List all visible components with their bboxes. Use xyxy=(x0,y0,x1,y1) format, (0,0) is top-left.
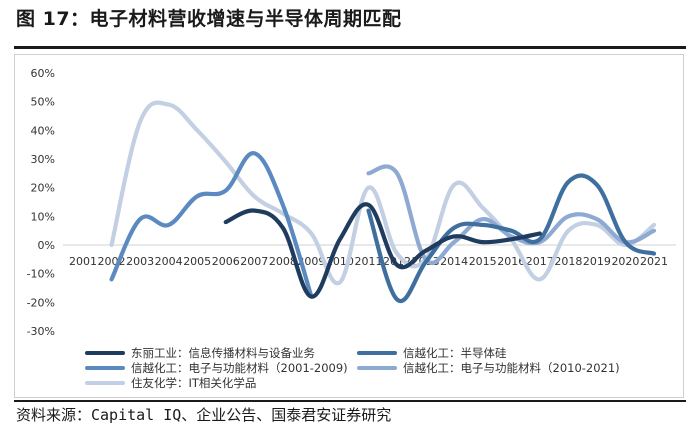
x-tick-label: 2015 xyxy=(469,255,497,268)
title-rule xyxy=(14,46,686,49)
chart-title: 图 17：电子材料营收增速与半导体周期匹配 xyxy=(16,8,402,30)
source-rule xyxy=(14,400,686,402)
y-tick-label: -30% xyxy=(27,325,55,338)
y-tick-label: 30% xyxy=(31,153,55,166)
series-line-3 xyxy=(109,151,314,299)
y-tick-label: -20% xyxy=(27,296,55,309)
x-tick-label: 2016 xyxy=(497,255,525,268)
legend-label: 信越化工：半导体硅 xyxy=(403,346,507,360)
y-axis-ticks: -30% -20% -10% 0% 10% 20% 30% 40% 50% 60% xyxy=(27,67,55,338)
legend: 东丽工业：信息传播材料与设备业务 信越化工：半导体硅信越化工：电子与功能材料（20… xyxy=(85,346,620,390)
x-tick-label: 2018 xyxy=(554,255,582,268)
x-tick-label: 2017 xyxy=(526,255,554,268)
x-tick-label: 2005 xyxy=(183,255,211,268)
legend-label: 住友化学：IT相关化学品 xyxy=(131,376,256,390)
y-tick-label: -10% xyxy=(27,268,55,281)
series-lines xyxy=(109,100,657,304)
y-tick-label: 60% xyxy=(31,67,55,80)
x-tick-label: 2019 xyxy=(583,255,611,268)
x-tick-label: 2007 xyxy=(240,255,268,268)
line-chart: -30%-20%-10%0%10%20%30%40%50%60% 2001 200… xyxy=(27,67,676,390)
x-tick-label: 2014 xyxy=(440,255,468,268)
y-tick-label: 20% xyxy=(31,182,55,195)
x-tick-label: 2009 xyxy=(297,255,325,268)
x-tick-label: 2020 xyxy=(611,255,639,268)
legend-label: 信越化工：电子与功能材料（2010-2021) xyxy=(403,361,620,375)
y-tick-label: 40% xyxy=(31,124,55,137)
x-tick-label: 2021 xyxy=(640,255,668,268)
y-tick-label: 10% xyxy=(31,210,55,223)
source-note: 资料来源：Capital IQ、企业公告、国泰君安证券研究 xyxy=(16,406,392,424)
x-tick-label: 2004 xyxy=(155,255,183,268)
x-axis-ticks: 2001 2002 2003 2004 2005 2006 2007 2008 2009 2010… xyxy=(69,255,668,268)
x-tick-label: 2001 xyxy=(69,255,97,268)
x-tick-label: 2008 xyxy=(269,255,297,268)
series-line-2 xyxy=(366,173,657,304)
x-tick-label: 2011 xyxy=(355,255,383,268)
y-tick-label: 50% xyxy=(31,96,55,109)
series-line-1 xyxy=(223,202,542,299)
series-line-5 xyxy=(109,100,657,286)
legend-label: 东丽工业：信息传播材料与设备业务 xyxy=(131,346,315,360)
y-tick-label: 0% xyxy=(38,239,55,252)
x-tick-label: 2003 xyxy=(126,255,154,268)
chart-frame: -30% -20% -10% 0% 10% 20% 30% 40% 50% 60% 2001 200… xyxy=(14,54,684,398)
series-line-4 xyxy=(366,164,657,265)
legend-label: 信越化工：电子与功能材料（2001-2009) xyxy=(131,361,348,375)
x-tick-label: 2006 xyxy=(212,255,240,268)
